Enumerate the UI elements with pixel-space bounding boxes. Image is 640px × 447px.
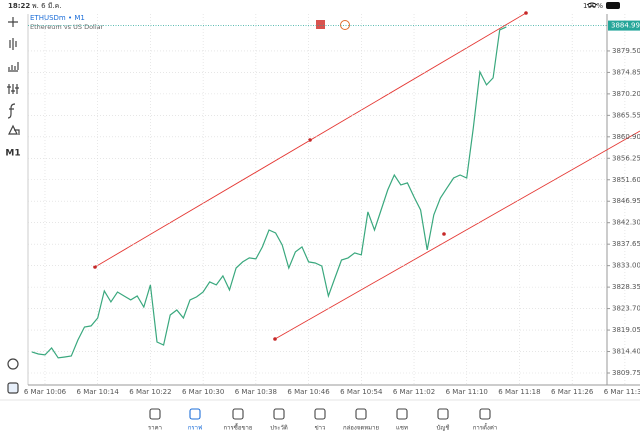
- tab-icon[interactable]: [273, 408, 285, 420]
- x-tick-label: 6 Mar 10:46: [287, 388, 330, 396]
- tab[interactable]: กราฟ: [188, 408, 202, 432]
- y-tick-label: 3860.90: [612, 133, 640, 141]
- status-date: พ. 6 มี.ค.: [32, 2, 62, 10]
- wifi-icon: [586, 2, 598, 8]
- tab-label[interactable]: ข่าว: [315, 425, 326, 432]
- tab-icon[interactable]: [149, 408, 161, 420]
- timeframe-button[interactable]: M1: [5, 149, 20, 159]
- tab[interactable]: บัญชี: [437, 408, 450, 432]
- objects-tool[interactable]: [8, 124, 20, 135]
- tab[interactable]: กล่องจดหมาย: [343, 408, 379, 432]
- x-tick-label: 6 Mar 10:54: [340, 388, 383, 396]
- tab[interactable]: การตั้งค่า: [473, 408, 497, 432]
- chart: ETHUSDm • M1 Ethereum vs US Dollar 3879.…: [24, 11, 640, 396]
- last-price-box: [608, 20, 640, 31]
- tab-label[interactable]: ราคา: [148, 425, 162, 432]
- trend-point[interactable]: [308, 138, 312, 142]
- x-tick-label: 6 Mar 11:10: [446, 388, 488, 396]
- one-click-button[interactable]: [340, 20, 350, 30]
- left-toolbar: [7, 17, 20, 394]
- trend-line-lower[interactable]: [274, 130, 640, 340]
- tab-label[interactable]: กราฟ: [188, 425, 202, 432]
- y-tick-label: 3837.65: [612, 240, 640, 248]
- tab-icon[interactable]: [189, 408, 201, 420]
- y-tick-label: 3856.25: [612, 154, 640, 162]
- trend-point[interactable]: [93, 265, 97, 269]
- y-tick-label: 3874.85: [612, 68, 640, 76]
- tab[interactable]: ข่าว: [314, 408, 326, 432]
- x-tick-label: 6 Mar 10:22: [129, 388, 171, 396]
- battery-icon: [606, 2, 620, 9]
- x-tick-label: 6 Mar 10:14: [77, 388, 120, 396]
- app-icon[interactable]: [7, 382, 19, 394]
- y-tick-label: 3851.60: [612, 176, 640, 184]
- tab-label[interactable]: การตั้งค่า: [473, 422, 497, 432]
- y-tick-label: 3879.50: [612, 47, 640, 55]
- tab-icon[interactable]: [355, 408, 367, 420]
- tab-icon[interactable]: [479, 408, 491, 420]
- x-tick-label: 6 Mar 10:06: [24, 388, 67, 396]
- tab-icon[interactable]: [232, 408, 244, 420]
- x-tick-label: 6 Mar 11:26: [551, 388, 594, 396]
- symbol-title: ETHUSDm • M1: [30, 14, 85, 22]
- x-tick-label: 6 Mar 11:02: [393, 388, 435, 396]
- y-tick-label: 3842.30: [612, 219, 640, 227]
- sell-button[interactable]: [316, 20, 325, 29]
- crosshair-tool[interactable]: [8, 17, 18, 27]
- trend-point[interactable]: [442, 232, 446, 236]
- y-tick-label: 3809.75: [612, 369, 640, 377]
- tab[interactable]: การซื้อขาย: [224, 408, 253, 432]
- status-time: 18:22: [8, 2, 30, 10]
- price-line: [31, 26, 507, 359]
- tab[interactable]: แชท: [396, 408, 408, 432]
- candles-tool[interactable]: [9, 38, 17, 50]
- y-tick-label: 3819.05: [612, 326, 640, 334]
- y-tick-label: 3828.35: [612, 283, 640, 291]
- x-tick-label: 6 Mar 10:30: [182, 388, 224, 396]
- tab-label[interactable]: กล่องจดหมาย: [343, 425, 379, 432]
- search-tool[interactable]: [7, 358, 19, 370]
- last-price-label: 3884.99: [611, 22, 640, 30]
- tab-label[interactable]: การซื้อขาย: [224, 422, 253, 432]
- y-tick-label: 3814.40: [612, 348, 640, 356]
- tab-label[interactable]: แชท: [396, 425, 408, 432]
- tab-icon[interactable]: [396, 408, 408, 420]
- symbol-subtitle: Ethereum vs US Dollar: [30, 23, 104, 31]
- tab-label[interactable]: ประวัติ: [270, 425, 288, 432]
- tab-icon[interactable]: [437, 408, 449, 420]
- function-tool[interactable]: [7, 103, 16, 119]
- x-tick-label: 6 Mar 11:34: [604, 388, 640, 396]
- tab[interactable]: ประวัติ: [270, 408, 288, 432]
- y-tick-label: 3823.70: [612, 305, 640, 313]
- trend-point[interactable]: [524, 11, 528, 15]
- indicators-tool[interactable]: [7, 84, 19, 94]
- y-tick-label: 3865.55: [612, 111, 640, 119]
- y-tick-label: 3846.95: [612, 197, 640, 205]
- y-tick-label: 3833.00: [612, 262, 640, 270]
- tab-label[interactable]: บัญชี: [437, 424, 450, 432]
- tab[interactable]: ราคา: [148, 408, 162, 432]
- trend-point[interactable]: [273, 337, 277, 341]
- tab-icon[interactable]: [314, 408, 326, 420]
- tab-bar: ราคา กราฟ การซื้อขาย ประวัติ ข่าว กล่องจดหมาย…: [148, 408, 497, 432]
- x-tick-label: 6 Mar 10:38: [235, 388, 277, 396]
- y-tick-label: 3870.20: [612, 90, 640, 98]
- bars-tool[interactable]: [8, 62, 19, 72]
- x-tick-label: 6 Mar 11:18: [498, 388, 540, 396]
